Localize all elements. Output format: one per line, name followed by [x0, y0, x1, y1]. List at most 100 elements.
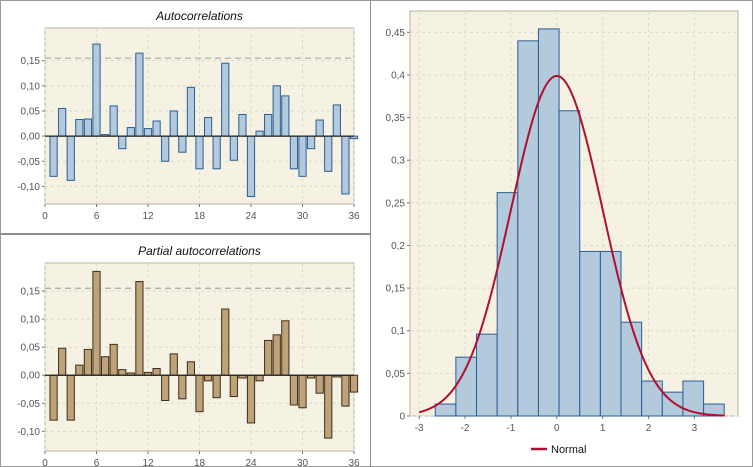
pacf-bar-lag-17: [186, 361, 196, 376]
pacf-bar-lag-19: [203, 374, 213, 382]
pacf-bar-lag-21: [221, 308, 230, 376]
pacf-xtick-label: 12: [142, 458, 154, 467]
acf-title: Autocorrelations: [155, 9, 243, 23]
panel-divider-horizontal: [0, 233, 370, 235]
acf-xtick-label: 0: [42, 211, 48, 222]
pacf-bar-lag-18: [195, 374, 204, 413]
acf-bar-lag-12: [143, 128, 153, 137]
pacf-bar-lag-16: [178, 374, 187, 400]
pacf-bar-lag-36: [349, 374, 359, 393]
pacf-xtick-label: 0: [42, 458, 48, 467]
pacf-bar-lag-25: [255, 374, 264, 382]
acf-xtick-label: 6: [94, 211, 100, 222]
hist-xtick-label: -1: [506, 423, 515, 434]
pacf-bar-lag-4: [75, 364, 84, 376]
pacf-bar-lag-9: [118, 369, 127, 376]
pacf-bar-lag-11: [135, 281, 144, 376]
acf-bar-lag-34: [332, 104, 341, 137]
acf-bar-lag-13: [152, 120, 161, 137]
acf-bar-lag-2: [58, 107, 67, 137]
hist-bar-0: [434, 403, 457, 417]
acf-bar-lag-33: [324, 135, 333, 172]
acf-bar-lag-19: [203, 117, 213, 137]
acf-bar-lag-15: [169, 110, 178, 137]
acf-ytick-label: -0,05: [17, 157, 40, 168]
pacf-bar-lag-32: [315, 374, 324, 394]
acf-xtick-label: 24: [245, 211, 257, 222]
acf-bar-lag-11: [135, 52, 144, 137]
acf-bar-lag-10: [126, 127, 135, 137]
acf-bar-lag-35: [341, 135, 350, 195]
hist-bar-9: [620, 321, 643, 417]
acf-xtick-label: 18: [194, 211, 206, 222]
pacf-bar-lag-29: [289, 374, 299, 406]
hist-ytick-label: 0,4: [391, 70, 405, 81]
acf-ytick-label: -0,10: [17, 182, 40, 193]
acf-bar-lag-6: [92, 43, 101, 137]
acf-bar-lag-14: [161, 135, 170, 162]
pacf-bar-lag-15: [169, 353, 178, 376]
acf-bar-lag-21: [221, 62, 230, 137]
hist-ytick-label: 0,05: [386, 369, 406, 380]
acf-bar-lag-16: [178, 135, 187, 153]
panel-divider-vertical: [370, 0, 371, 467]
pacf-bar-lag-22: [229, 374, 238, 398]
pacf-xtick-label: 36: [348, 458, 360, 467]
acf-bar-lag-20: [212, 135, 221, 170]
pacf-bar-lag-6: [92, 270, 101, 376]
pacf-ytick-label: 0,00: [21, 371, 41, 382]
hist-bar-2: [476, 333, 498, 417]
hist-ytick-label: 0,25: [386, 198, 406, 209]
acf-xtick-label: 12: [142, 211, 154, 222]
acf-ytick-label: 0,00: [21, 132, 41, 143]
pacf-bar-lag-3: [66, 374, 75, 421]
hist-ytick-label: 0,15: [386, 284, 406, 295]
hist-xtick-label: -3: [415, 423, 424, 434]
hist-xtick-label: -2: [461, 423, 470, 434]
acf-bar-lag-1: [49, 135, 58, 177]
pacf-bar-lag-1: [49, 374, 58, 421]
pacf-title: Partial autocorrelations: [138, 244, 261, 258]
hist-bar-5: [537, 28, 560, 417]
hist-bar-6: [558, 110, 581, 417]
acf-bar-lag-24: [246, 135, 256, 197]
hist-xtick-label: 3: [692, 423, 698, 434]
acf-ytick-label: 0,15: [21, 56, 41, 67]
acf-ytick-label: 0,10: [21, 81, 41, 92]
pacf-bar-lag-5: [83, 348, 93, 376]
acf-chart: -0,10 -0,05 0,00 0,05 0,10 0,15 0 6 12 18 24 30 36 Au…: [17, 9, 360, 222]
pacf-ytick-label: -0,05: [17, 399, 40, 410]
acf-bar-lag-23: [238, 113, 247, 137]
pacf-xtick-label: 24: [245, 458, 257, 467]
pacf-bar-lag-28: [281, 320, 290, 376]
pacf-bar-lag-27: [272, 334, 281, 376]
hist-ytick-label: 0: [399, 412, 405, 423]
acf-bar-lag-26: [264, 113, 273, 137]
pacf-bar-lag-20: [212, 374, 221, 399]
acf-bar-lag-17: [186, 86, 196, 137]
hist-ytick-label: 0,3: [391, 156, 405, 167]
hist-xtick-label: 0: [554, 423, 560, 434]
hist-xtick-label: 2: [646, 423, 652, 434]
pacf-bar-lag-24: [246, 374, 256, 424]
hist-bar-7: [579, 250, 601, 417]
pacf-bar-lag-13: [152, 368, 161, 376]
pacf-bar-lag-14: [161, 374, 170, 401]
pacf-xtick-label: 6: [94, 458, 100, 467]
acf-xtick-label: 30: [297, 211, 309, 222]
legend-normal-label: Normal: [551, 444, 586, 456]
acf-bar-lag-4: [75, 119, 84, 137]
pacf-bar-lag-7: [100, 356, 110, 376]
acf-bar-lag-5: [83, 118, 93, 137]
pacf-xtick-label: 30: [297, 458, 309, 467]
acf-bar-lag-32: [315, 119, 324, 137]
acf-bar-lag-28: [281, 95, 290, 137]
pacf-chart: -0,10 -0,05 0,00 0,05 0,10 0,15 0 6 12 18 24 30 36 Pa…: [17, 244, 360, 467]
pacf-bar-lag-33: [324, 374, 333, 439]
acf-xtick-label: 36: [348, 211, 360, 222]
pacf-ytick-label: 0,10: [21, 315, 41, 326]
acf-bar-lag-18: [195, 135, 204, 170]
hist-ytick-label: 0,2: [391, 241, 405, 252]
pacf-bar-lag-2: [58, 347, 67, 376]
hist-ytick-label: 0,45: [386, 28, 406, 39]
